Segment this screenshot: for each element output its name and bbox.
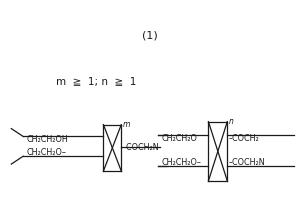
Text: –COCH₂N: –COCH₂N — [228, 158, 265, 167]
Text: –COCH₂: –COCH₂ — [228, 134, 259, 143]
Text: –COCH₂N: –COCH₂N — [122, 143, 159, 152]
Text: CH₂CH₂OH: CH₂CH₂OH — [26, 136, 68, 144]
Text: (1): (1) — [142, 31, 158, 41]
Text: n: n — [228, 117, 233, 126]
Text: CH₂CH₂O–: CH₂CH₂O– — [162, 158, 202, 167]
Text: m: m — [122, 120, 130, 129]
Text: m  ≧  1; n  ≧  1: m ≧ 1; n ≧ 1 — [56, 77, 136, 87]
Text: CH₂CH₂O: CH₂CH₂O — [162, 134, 198, 143]
Text: CH₂CH₂O–: CH₂CH₂O– — [26, 148, 66, 157]
